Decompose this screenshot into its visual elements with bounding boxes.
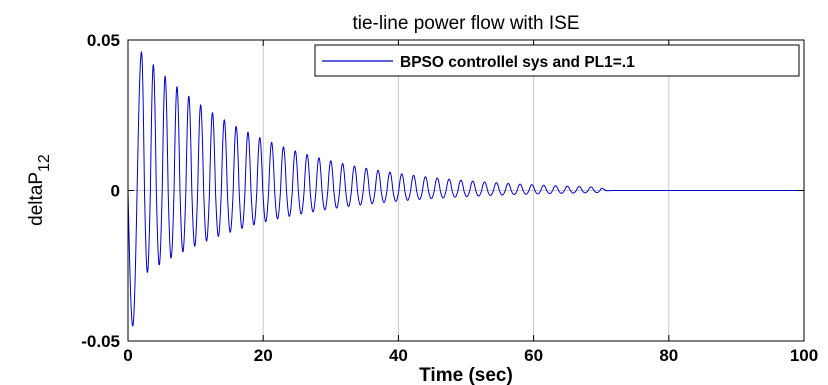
y-tick-label: 0.05 bbox=[87, 31, 120, 50]
y-tick-label: 0 bbox=[111, 182, 120, 201]
y-axis-label-subscript: 12 bbox=[36, 154, 53, 172]
x-tick-label: 100 bbox=[790, 346, 818, 365]
series-line bbox=[127, 51, 804, 327]
series-group bbox=[127, 51, 804, 327]
x-tick-label: 80 bbox=[659, 346, 678, 365]
x-tick-label: 40 bbox=[389, 346, 408, 365]
chart-title: tie-line power flow with ISE bbox=[352, 13, 579, 34]
y-ticks: -0.05 0 0.05 bbox=[81, 31, 804, 351]
legend: BPSO controllel sys and PL1=.1 bbox=[314, 44, 800, 77]
x-axis-label: Time (sec) bbox=[419, 365, 513, 385]
x-ticks: 0 20 40 60 80 100 bbox=[123, 40, 818, 365]
x-tick-label: 20 bbox=[254, 346, 273, 365]
legend-box bbox=[314, 44, 800, 77]
y-axis-label-main: deltaP bbox=[26, 172, 47, 226]
legend-label: BPSO controllel sys and PL1=.1 bbox=[400, 54, 635, 71]
x-tick-label: 60 bbox=[524, 346, 543, 365]
y-tick-label: -0.05 bbox=[81, 332, 120, 351]
y-axis-label: deltaP12 bbox=[26, 154, 53, 226]
x-tick-label: 0 bbox=[123, 346, 132, 365]
svg-text:deltaP12: deltaP12 bbox=[26, 154, 53, 226]
